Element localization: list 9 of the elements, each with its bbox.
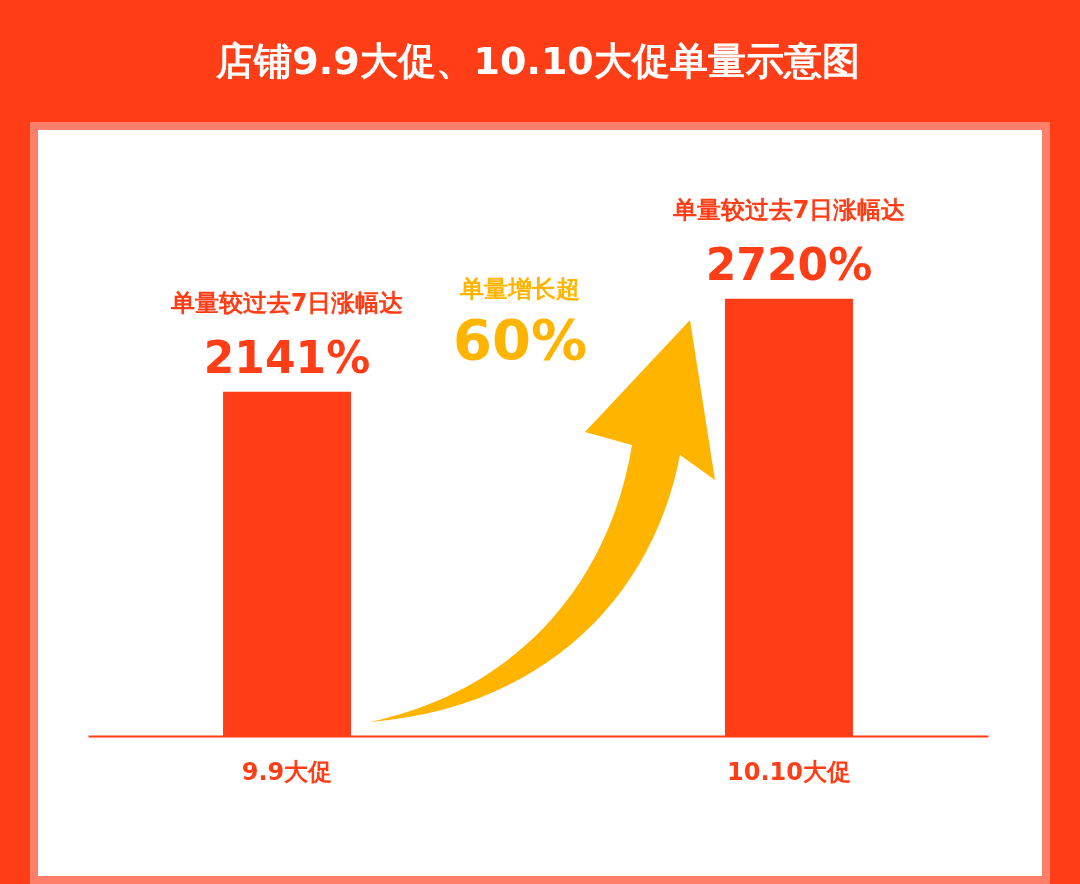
x-tick-label: 9.9大促 — [241, 757, 333, 786]
text: 单量较过去7日涨幅达 — [671, 195, 906, 224]
annotation: 单量较过去7日涨幅达 — [169, 288, 404, 317]
annotation: 60% — [452, 307, 588, 372]
data-label: 2141% — [203, 331, 371, 383]
data-label: 2720% — [705, 238, 873, 290]
chart-title: 店铺9.9大促、10.10大促单量示意图 — [215, 39, 860, 83]
annotation: 单量增长超 — [459, 275, 580, 303]
x-tick-label: 10.10大促 — [727, 757, 851, 786]
